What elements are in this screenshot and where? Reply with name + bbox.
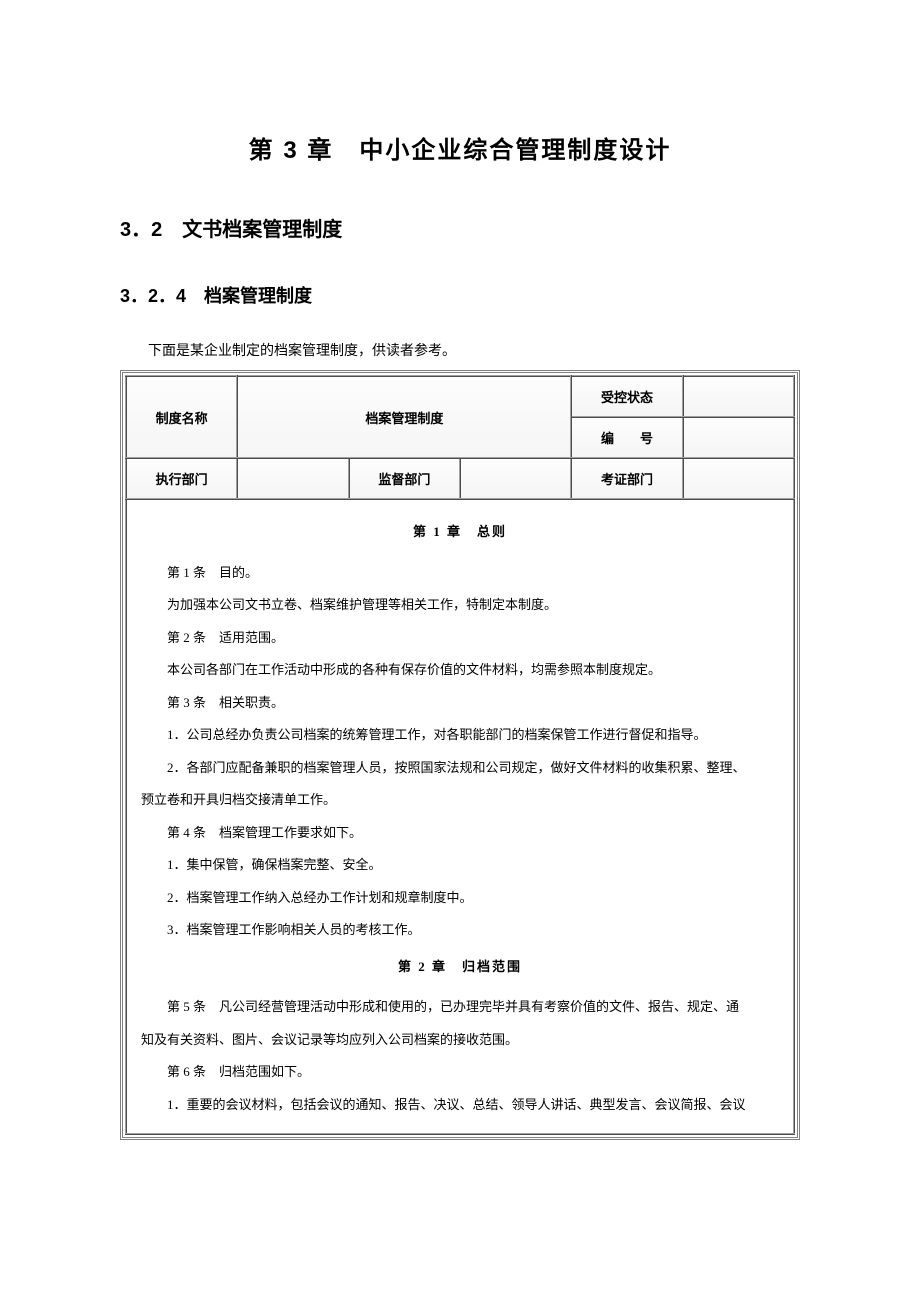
table-wrapper: 制度名称 档案管理制度 受控状态 编 号 执行部门 监督部门 考证部门 第 1 …: [120, 370, 800, 1140]
supervise-dept-value: [460, 458, 571, 499]
system-name-value: 档案管理制度: [237, 376, 571, 458]
supervise-dept-label: 监督部门: [349, 458, 460, 499]
status-label: 受控状态: [571, 376, 682, 417]
verify-dept-label: 考证部门: [571, 458, 682, 499]
intro-text: 下面是某企业制定的档案管理制度，供读者参考。: [120, 340, 800, 360]
subsection-title: 3．2．4 档案管理制度: [120, 282, 800, 308]
content-p10: 2．档案管理工作纳入总经办工作计划和规章制度中。: [141, 882, 779, 915]
number-value: [683, 417, 794, 458]
content-p1: 第 1 条 目的。: [141, 557, 779, 590]
content-p7b: 预立卷和开具归档交接清单工作。: [141, 784, 779, 817]
content-p4: 本公司各部门在工作活动中形成的各种有保存价值的文件材料，均需参照本制度规定。: [141, 654, 779, 687]
content-ch2-title: 第 2 章 归档范围: [141, 951, 779, 984]
content-p11: 3．档案管理工作影响相关人员的考核工作。: [141, 914, 779, 947]
system-name-label: 制度名称: [126, 376, 237, 458]
content-p7a: 2．各部门应配备兼职的档案管理人员，按照国家法规和公司规定，做好文件材料的收集积…: [141, 752, 779, 785]
content-p9: 1．集中保管，确保档案完整、安全。: [141, 849, 779, 882]
chapter-title: 第 3 章 中小企业综合管理制度设计: [120, 130, 800, 165]
content-p3: 第 2 条 适用范围。: [141, 622, 779, 655]
content-p6: 1．公司总经办负责公司档案的统筹管理工作，对各职能部门的档案保管工作进行督促和指…: [141, 719, 779, 752]
verify-dept-value: [683, 458, 794, 499]
exec-dept-label: 执行部门: [126, 458, 237, 499]
content-p5: 第 3 条 相关职责。: [141, 687, 779, 720]
content-p14: 1．重要的会议材料，包括会议的通知、报告、决议、总结、领导人讲话、典型发言、会议…: [141, 1089, 779, 1122]
content-p13: 第 6 条 归档范围如下。: [141, 1056, 779, 1089]
content-p2: 为加强本公司文书立卷、档案维护管理等相关工作，特制定本制度。: [141, 589, 779, 622]
policy-table: 制度名称 档案管理制度 受控状态 编 号 执行部门 监督部门 考证部门 第 1 …: [125, 375, 795, 1135]
status-value: [683, 376, 794, 417]
section-title: 3．2 文书档案管理制度: [120, 213, 800, 242]
content-p12a: 第 5 条 凡公司经营管理活动中形成和使用的，已办理完毕并具有考察价值的文件、报…: [141, 991, 779, 1024]
exec-dept-value: [237, 458, 348, 499]
content-p8: 第 4 条 档案管理工作要求如下。: [141, 817, 779, 850]
policy-content-cell: 第 1 章 总则 第 1 条 目的。 为加强本公司文书立卷、档案维护管理等相关工…: [126, 499, 794, 1134]
content-p12b: 知及有关资料、图片、会议记录等均应列入公司档案的接收范围。: [141, 1024, 779, 1057]
number-label: 编 号: [571, 417, 682, 458]
content-ch1-title: 第 1 章 总则: [141, 516, 779, 549]
